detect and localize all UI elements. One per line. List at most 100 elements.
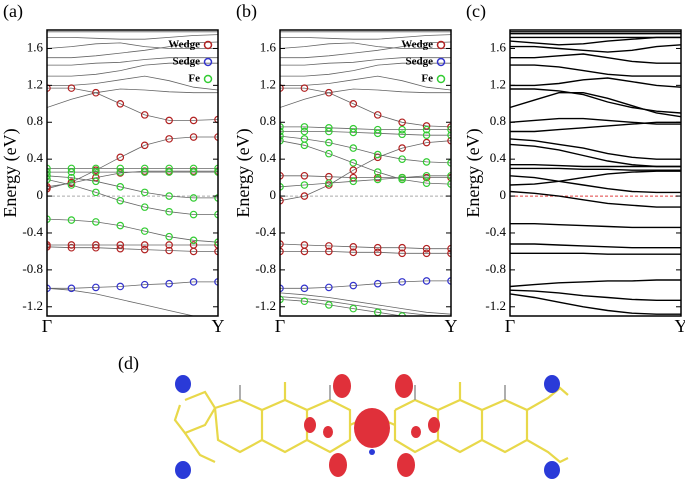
band-line	[47, 136, 218, 190]
fat-band-point	[92, 168, 100, 176]
fat-band-point	[189, 194, 198, 202]
fat-band-point	[422, 138, 431, 147]
fat-band-point	[165, 279, 173, 288]
fat-band-point	[189, 116, 198, 125]
fat-band-point	[349, 124, 358, 133]
fat-band-point	[280, 196, 284, 205]
fat-band-point	[92, 177, 100, 186]
fat-band-point	[165, 116, 173, 125]
fat-band-point	[140, 280, 149, 289]
fat-band-point	[422, 158, 431, 166]
band-line	[510, 170, 681, 186]
fat-band-point	[280, 171, 284, 180]
fat-band-point	[214, 238, 218, 246]
legend-label: Fe	[421, 73, 433, 85]
fat-band-point	[325, 127, 333, 136]
fat-band-point	[116, 164, 125, 173]
fat-band-point	[300, 127, 309, 136]
fat-band-point	[140, 164, 149, 173]
fat-band-point	[92, 243, 100, 252]
band-line	[510, 121, 681, 133]
fat-band-point	[92, 164, 100, 173]
y-tick-label: -0.4	[485, 224, 506, 239]
y-axis-label: Energy (eV)	[0, 128, 21, 217]
legend-marker	[203, 57, 213, 67]
band-line	[280, 140, 451, 185]
fat-band-point	[349, 243, 358, 251]
x-tick-label: Γ	[42, 316, 52, 336]
band-line	[510, 164, 681, 168]
fat-band-point	[92, 88, 100, 97]
axes-frame	[509, 29, 682, 317]
y-axis-label: Energy (eV)	[463, 128, 484, 217]
band-line	[510, 64, 681, 77]
band-line	[280, 135, 451, 164]
x-tick-label: Y	[212, 316, 225, 336]
band-line	[510, 138, 681, 160]
band-line	[510, 36, 681, 46]
fat-band-point	[373, 125, 382, 134]
band-line	[280, 34, 451, 40]
y-axis-label: Energy (eV)	[233, 128, 254, 217]
fat-band-point	[47, 215, 51, 223]
y-tick-label: 0	[270, 187, 277, 202]
y-tick-label: 1.6	[260, 39, 277, 54]
fat-band-point	[422, 277, 431, 285]
structure-image: (d)	[118, 353, 580, 487]
band-line	[47, 42, 218, 49]
legend-label: Sedge	[173, 56, 201, 68]
fat-band-point	[349, 144, 358, 152]
plot-area	[280, 31, 451, 316]
fat-band-point	[140, 111, 149, 119]
fat-band-point	[373, 150, 382, 159]
fat-band-point	[165, 164, 173, 173]
fat-band-point	[116, 221, 125, 230]
fat-band-point	[214, 133, 218, 141]
fat-band-point	[116, 168, 125, 176]
y-tick-label: 0.4	[490, 150, 507, 165]
band-line	[510, 289, 681, 301]
fat-band-point	[325, 88, 333, 97]
fat-band-point	[325, 149, 333, 158]
fat-band-point	[92, 173, 100, 182]
band-line	[510, 252, 681, 255]
band-line	[47, 88, 218, 108]
panel-label: (b)	[236, 1, 257, 22]
fat-band-point	[280, 132, 284, 140]
fat-band-point	[189, 133, 198, 141]
fat-band-point	[373, 243, 382, 252]
band-line	[47, 57, 218, 66]
band-line	[47, 218, 218, 243]
fat-band-point	[349, 173, 358, 182]
fat-band-point	[300, 192, 309, 200]
legend-label: Sedge	[406, 56, 434, 68]
fat-band-point	[398, 173, 406, 182]
band-chart: -1.2 -0.8 -0.4 0 0.4 0.8 1.2 1.6 Γ Y Energy (eV) (c…	[463, 1, 685, 336]
band-line	[47, 34, 218, 40]
band-line	[510, 175, 681, 194]
y-tick-label: -1.2	[22, 298, 43, 313]
y-tick-label: -1.2	[485, 298, 506, 313]
fat-band-point	[398, 125, 406, 134]
y-tick-label: -1.2	[255, 298, 276, 313]
fat-band-point	[67, 243, 76, 252]
fat-band-point	[422, 122, 431, 130]
fat-band-point	[92, 188, 100, 197]
band-line	[280, 75, 451, 91]
fat-band-point	[189, 278, 198, 286]
fat-band-point	[280, 84, 284, 92]
fat-band-point	[214, 194, 218, 202]
band-line	[510, 190, 681, 208]
fat-band-point	[67, 216, 76, 224]
y-tick-label: 0	[37, 187, 44, 202]
fat-band-point	[325, 242, 333, 250]
y-tick-label: -0.8	[255, 261, 276, 276]
band-line	[47, 75, 218, 91]
band-line	[47, 281, 218, 289]
band-line	[280, 126, 451, 130]
fat-band-point	[47, 241, 51, 249]
band-line	[280, 41, 451, 59]
fat-band-point	[140, 245, 149, 254]
fat-band-point	[140, 203, 149, 211]
band-line	[510, 243, 681, 249]
